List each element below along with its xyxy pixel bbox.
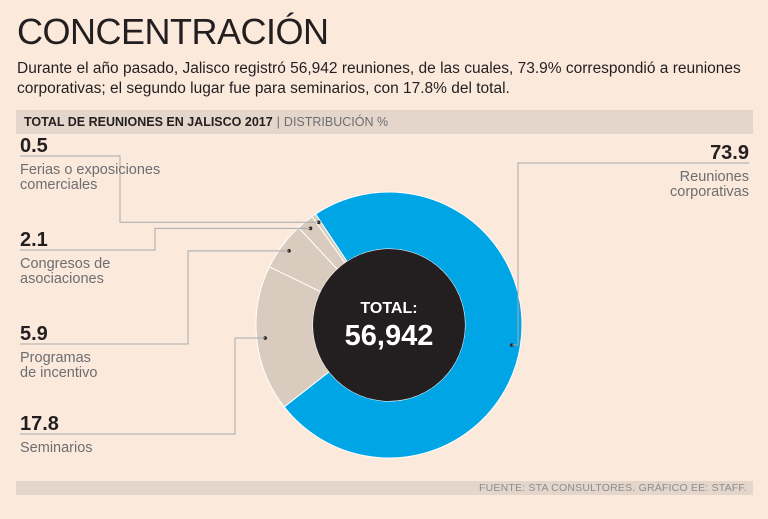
leader-line [20,155,319,223]
slice-category-label: Programas [20,350,91,366]
page-title: CONCENTRACIÓN [17,11,329,52]
page-subtitle: Durante el año pasado, Jalisco registró … [17,60,741,97]
slice-value-label: 5.9 [20,323,48,345]
slice-category-label: Ferias o exposiciones [20,162,160,178]
slice-category-label: Congresos de [20,256,110,272]
slice-value-label: 0.5 [20,135,48,157]
leader-line [20,227,311,251]
slice-value-label: 17.8 [20,413,59,435]
leader-lines [20,155,749,435]
slice-category-label: Seminarios [20,440,93,456]
leader-line [20,250,289,345]
footer-bar: FUENTE: STA CONSULTORES. GRÁFICO EE: STA… [16,481,753,495]
chart-title-separator: | [276,115,280,129]
chart-header-bar: TOTAL DE REUNIONES EN JALISCO 2017 | DISTR… [16,110,753,134]
donut-center [313,249,465,401]
leader-line [20,337,266,435]
leader-dot [316,220,321,225]
slice-value-label: 2.1 [20,229,48,251]
chart-title: TOTAL DE REUNIONES EN JALISCO 2017 [24,115,273,129]
slice-value-label: 73.9 [710,142,749,164]
slice-category-label: de incentivo [20,365,97,381]
slice-category-label: asociaciones [20,271,104,287]
center-label: TOTAL: [360,300,417,317]
slice-category-label: corporativas [670,184,749,200]
chart-subtitle: DISTRIBUCIÓN % [283,115,389,129]
donut-slices [255,191,523,459]
center-value: 56,942 [345,320,434,352]
slice-category-label: comerciales [20,177,97,193]
slice-category-label: Reuniones [680,169,749,185]
leader-line [511,162,749,346]
source-note: FUENTE: STA CONSULTORES. GRÁFICO EE: STA… [478,482,747,494]
slice-reuniones-corporativas [283,191,523,459]
leader-dot [287,249,291,253]
